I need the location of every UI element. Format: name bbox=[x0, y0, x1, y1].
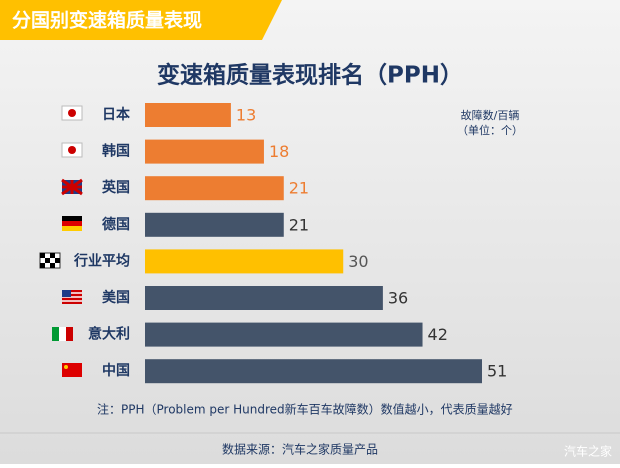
category-label: 英国 bbox=[101, 179, 130, 196]
value-label: 21 bbox=[289, 215, 309, 234]
value-label: 42 bbox=[428, 325, 448, 344]
category-label: 美国 bbox=[102, 289, 130, 306]
bar bbox=[145, 139, 264, 164]
category-label: 德国 bbox=[102, 216, 130, 233]
source: 数据来源：汽车之家质量产品 bbox=[222, 442, 378, 457]
category-label: 中国 bbox=[102, 362, 130, 379]
unit-label: 故障数/百辆 bbox=[461, 108, 520, 122]
category-label: 行业平均 bbox=[73, 252, 130, 269]
watermark: 汽车之家 bbox=[564, 444, 612, 459]
value-label: 21 bbox=[289, 179, 309, 198]
unit-label: （单位：个） bbox=[457, 123, 523, 137]
bar bbox=[145, 212, 284, 237]
category-label: 日本 bbox=[102, 106, 131, 123]
value-label: 36 bbox=[388, 289, 408, 308]
bar bbox=[145, 103, 231, 127]
category-label: 韩国 bbox=[102, 143, 130, 160]
value-label: 13 bbox=[236, 106, 256, 125]
bar bbox=[145, 176, 284, 201]
bar bbox=[145, 286, 383, 310]
bar bbox=[145, 359, 482, 384]
banner-bg bbox=[0, 0, 282, 40]
note: 注：PPH（Problem per Hundred新车百车故障数）数值越小，代表… bbox=[97, 402, 513, 417]
category-label: 意大利 bbox=[88, 326, 130, 343]
value-label: 18 bbox=[269, 142, 289, 161]
chart-title: 变速箱质量表现排名（PPH） bbox=[157, 62, 463, 89]
bar bbox=[145, 249, 344, 274]
value-label: 30 bbox=[348, 252, 368, 271]
bar bbox=[145, 322, 423, 347]
banner: 分国别变速箱质量表现 bbox=[12, 9, 202, 32]
flags bbox=[39, 105, 83, 377]
value-label: 51 bbox=[487, 362, 507, 381]
